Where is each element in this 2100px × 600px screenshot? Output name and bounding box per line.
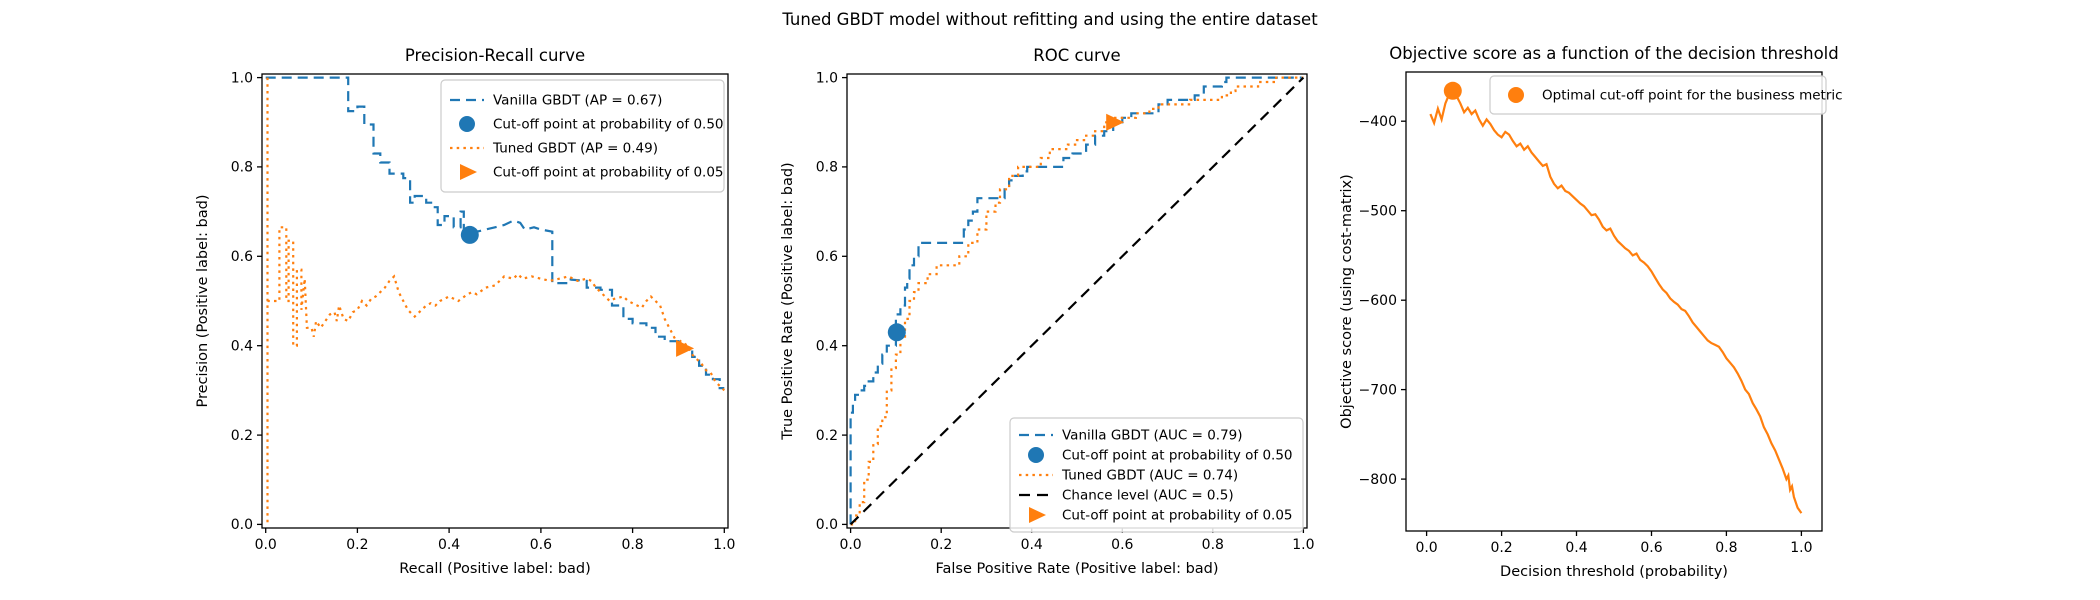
objective-score-legend-box — [1489, 75, 1827, 115]
roc-legend-label: Chance level (AUC = 0.5) — [1062, 488, 1234, 504]
roc-xlabel: False Positive Rate (Positive label: bad… — [935, 561, 1218, 577]
objective-score-x-tick-label: 0.0 — [1415, 540, 1437, 556]
roc-x-tick-label: 0.8 — [1202, 537, 1224, 553]
precision-recall-legend-box — [440, 79, 725, 193]
roc-y-tick-label: 1.0 — [816, 70, 838, 86]
roc-series-vanilla-gbdt — [849, 76, 1304, 525]
roc-cutoff-marker-triangle — [1106, 113, 1125, 131]
chart-precision-recall: 0.0 0.2 0.4 0.6 0.8 1.0 0.0 0.2 0.4 0.6 0.8 1.0 Prec… — [195, 46, 735, 577]
precision-recall-legend-sample-triangle — [460, 164, 477, 180]
roc-y-tick-label: 0.2 — [816, 428, 838, 444]
roc-legend-box — [1009, 417, 1304, 533]
precision-recall-x-tick-label: 1.0 — [713, 537, 735, 553]
precision-recall-series-vanilla-gbdt — [265, 76, 725, 390]
roc-cutoff-marker-circle — [887, 323, 906, 342]
precision-recall-title: Precision-Recall curve — [405, 46, 585, 65]
roc-ylabel: True Positive Rate (Positive label: bad) — [780, 162, 796, 440]
precision-recall-y-tick-label: 1.0 — [231, 70, 253, 86]
precision-recall-legend-sample-circle — [459, 116, 475, 132]
roc-x-tick-label: 0.6 — [1111, 537, 1133, 553]
objective-score-x-tick-label: 0.6 — [1640, 540, 1662, 556]
roc-legend-sample-triangle — [1029, 507, 1046, 523]
precision-recall-y-tick-label: 0.2 — [231, 428, 253, 444]
precision-recall-xlabel: Recall (Positive label: bad) — [399, 561, 591, 577]
precision-recall-legend-label: Vanilla GBDT (AP = 0.67) — [493, 93, 662, 109]
roc-legend-sample-circle — [1028, 447, 1044, 463]
precision-recall-x-tick-label: 0.4 — [438, 537, 460, 553]
precision-recall-y-tick-label: 0.4 — [231, 339, 253, 355]
roc-y-tick-label: 0.4 — [816, 339, 838, 355]
precision-recall-x-tick-label: 0.6 — [530, 537, 552, 553]
roc-x-tick-label: 1.0 — [1292, 537, 1314, 553]
roc-legend-label: Cut-off point at probability of 0.50 — [1062, 448, 1293, 464]
objective-score-y-tick-label: −600 — [1359, 293, 1397, 309]
roc-legend: Vanilla GBDT (AUC = 0.79) Cut-off point a… — [1009, 417, 1304, 533]
chart-roc: 0.0 0.2 0.4 0.6 0.8 1.0 0.0 0.2 0.4 0.6 0.8 1.0 ROC … — [780, 46, 1315, 577]
objective-score-y-tick-label: −700 — [1359, 382, 1397, 398]
objective-score-title: Objective score as a function of the dec… — [1389, 44, 1838, 63]
precision-recall-x-tick-label: 0.8 — [621, 537, 643, 553]
objective-score-series-objective-score — [1429, 89, 1803, 514]
precision-recall-legend-label: Cut-off point at probability of 0.50 — [493, 117, 724, 133]
precision-recall-x-tick-label: 0.2 — [346, 537, 368, 553]
roc-series-tuned-gbdt — [850, 76, 1304, 526]
objective-score-ylabel: Objective score (using cost-matrix) — [1339, 174, 1355, 429]
objective-score-legend-sample-circle — [1508, 87, 1524, 103]
precision-recall-cutoff-marker-triangle — [676, 339, 695, 357]
objective-score-x-tick-label: 1.0 — [1790, 540, 1812, 556]
objective-score-x-tick-label: 0.4 — [1565, 540, 1587, 556]
roc-y-tick-label: 0.0 — [816, 517, 838, 533]
precision-recall-ylabel: Precision (Positive label: bad) — [195, 195, 211, 408]
precision-recall-y-tick-label: 0.6 — [231, 249, 253, 265]
precision-recall-legend: Vanilla GBDT (AP = 0.67) Cut-off point at… — [440, 79, 725, 193]
precision-recall-y-tick-label: 0.8 — [231, 160, 253, 176]
roc-y-tick-label: 0.8 — [816, 160, 838, 176]
chart-objective-score: 0.0 0.2 0.4 0.6 0.8 1.0 −400 −500 −600 −700 −800 Ob… — [1339, 44, 1843, 580]
precision-recall-series-tuned-gbdt — [266, 77, 726, 525]
objective-score-cutoff-marker-circle — [1443, 81, 1462, 100]
objective-score-y-tick-label: −500 — [1359, 204, 1397, 220]
precision-recall-y-tick-label: 0.0 — [231, 517, 253, 533]
roc-x-tick-label: 0.0 — [839, 537, 861, 553]
objective-score-xlabel: Decision threshold (probability) — [1500, 564, 1728, 580]
objective-score-x-tick-label: 0.8 — [1715, 540, 1737, 556]
roc-title: ROC curve — [1033, 46, 1120, 65]
objective-score-y-tick-label: −400 — [1359, 114, 1397, 130]
figure-suptitle: Tuned GBDT model without refitting and u… — [782, 10, 1318, 29]
roc-legend-label: Cut-off point at probability of 0.05 — [1062, 508, 1293, 524]
roc-x-tick-label: 0.2 — [930, 537, 952, 553]
roc-y-tick-label: 0.6 — [816, 249, 838, 265]
roc-legend-label: Tuned GBDT (AUC = 0.74) — [1061, 468, 1238, 484]
roc-series-chance-level — [849, 76, 1305, 526]
objective-score-legend-label: Optimal cut-off point for the business m… — [1542, 88, 1843, 104]
precision-recall-cutoff-marker-circle — [460, 225, 479, 244]
roc-x-tick-label: 0.4 — [1021, 537, 1043, 553]
precision-recall-legend-label: Cut-off point at probability of 0.05 — [493, 165, 724, 181]
objective-score-x-tick-label: 0.2 — [1490, 540, 1512, 556]
precision-recall-axes-box — [261, 73, 729, 529]
precision-recall-x-tick-label: 0.0 — [255, 537, 277, 553]
objective-score-legend: Optimal cut-off point for the business m… — [1489, 75, 1843, 115]
objective-score-axes-box — [1405, 71, 1823, 532]
precision-recall-legend-label: Tuned GBDT (AP = 0.49) — [492, 141, 658, 157]
objective-score-y-tick-label: −800 — [1359, 472, 1397, 488]
roc-legend-label: Vanilla GBDT (AUC = 0.79) — [1062, 428, 1243, 444]
